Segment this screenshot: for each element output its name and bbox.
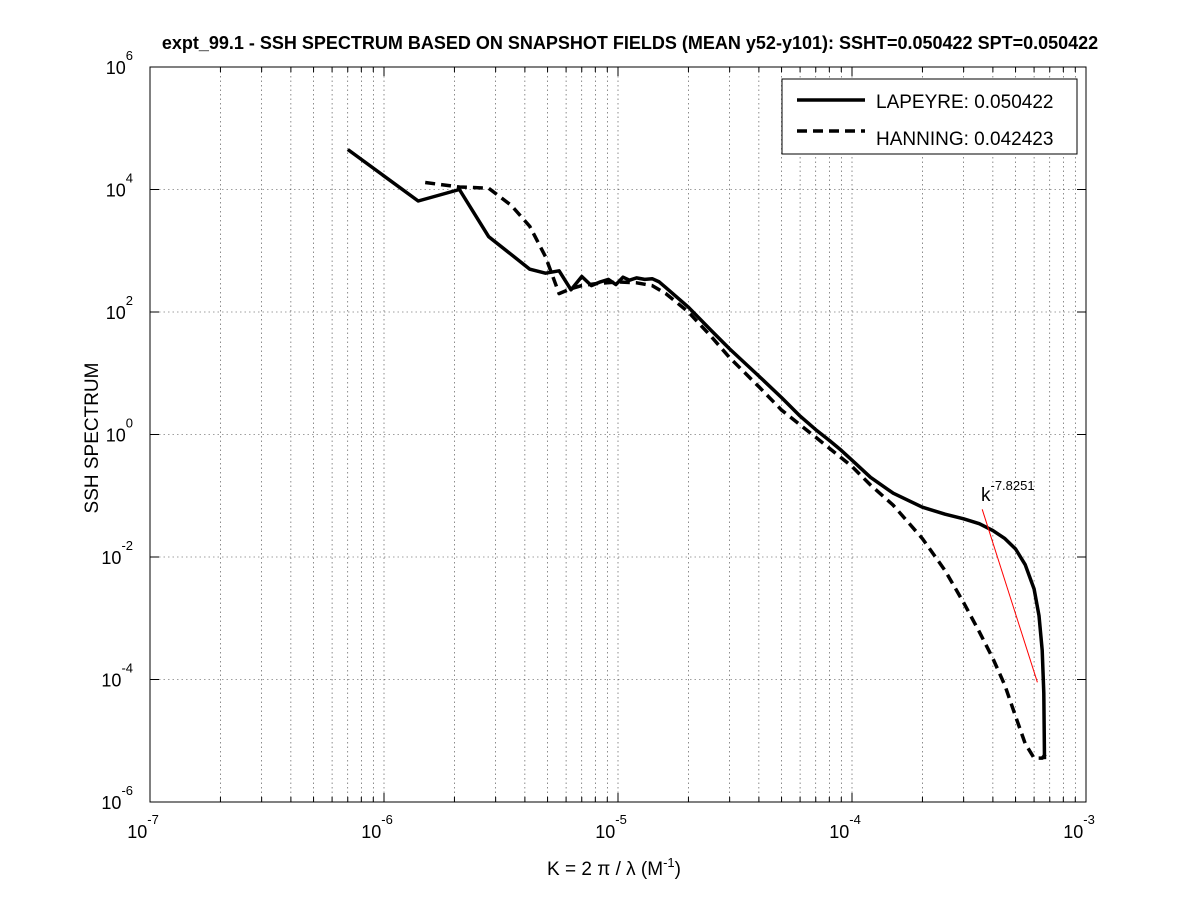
series-line-lapeyre — [346, 148, 1047, 760]
legend-label-lapeyre: LAPEYRE: 0.050422 — [876, 92, 1053, 113]
y-tick-base: 10 — [106, 181, 126, 201]
x-tick-exponent: -7 — [147, 812, 159, 827]
series-layer — [346, 148, 1047, 760]
y-tick-base: 10 — [101, 671, 121, 691]
x-axis-label-tail: ) — [675, 859, 681, 880]
y-tick-exponent: 4 — [126, 171, 133, 186]
legend: LAPEYRE: 0.050422 HANNING: 0.042423 — [781, 78, 1078, 155]
fit-annotation-exponent: -7.8251 — [991, 478, 1035, 493]
legend-box — [781, 78, 1078, 155]
x-tick-labels: 10-710-610-510-410-3 — [127, 812, 1095, 842]
y-tick-label: 100 — [106, 416, 133, 446]
y-tick-base: 10 — [106, 58, 126, 78]
x-tick-label: 10-7 — [127, 812, 159, 842]
y-tick-exponent: -2 — [121, 538, 133, 553]
y-tick-exponent: 0 — [126, 416, 133, 431]
x-tick-label: 10-3 — [1063, 812, 1095, 842]
y-tick-base: 10 — [101, 548, 121, 568]
series-line-hanning — [424, 180, 1047, 760]
y-tick-exponent: 6 — [126, 48, 133, 63]
y-tick-label: 104 — [106, 171, 133, 201]
y-tick-label: 10-4 — [101, 661, 133, 691]
x-tick-base: 10 — [595, 822, 615, 842]
x-tick-exponent: -3 — [1083, 812, 1095, 827]
legend-label-hanning: HANNING: 0.042423 — [876, 129, 1053, 150]
y-tick-exponent: -4 — [121, 661, 133, 676]
x-tick-base: 10 — [829, 822, 849, 842]
x-tick-exponent: -6 — [381, 812, 393, 827]
y-tick-exponent: -6 — [121, 783, 133, 798]
y-tick-label: 106 — [106, 48, 133, 78]
x-axis-label-sup: -1 — [663, 855, 675, 870]
y-tick-label: 10-2 — [101, 538, 133, 568]
x-tick-base: 10 — [361, 822, 381, 842]
y-tick-base: 10 — [101, 793, 121, 813]
chart-title: expt_99.1 - SSH SPECTRUM BASED ON SNAPSH… — [162, 33, 1098, 53]
x-tick-label: 10-4 — [829, 812, 861, 842]
x-tick-base: 10 — [127, 822, 147, 842]
axis-ticks — [149, 66, 1087, 803]
x-tick-exponent: -4 — [849, 812, 861, 827]
grid-lines — [150, 67, 1086, 802]
y-axis-label: SSH SPECTRUM — [82, 363, 103, 514]
fit-line — [981, 509, 1038, 683]
y-tick-label: 10-6 — [101, 783, 133, 813]
fit-annotation: k-7.8251 — [981, 478, 1035, 506]
y-tick-base: 10 — [106, 303, 126, 323]
x-axis-label: K = 2 π / λ (M-1) — [547, 855, 681, 880]
x-tick-label: 10-6 — [361, 812, 393, 842]
y-tick-exponent: 2 — [126, 293, 133, 308]
y-tick-base: 10 — [106, 426, 126, 446]
x-tick-label: 10-5 — [595, 812, 627, 842]
fit-annotation-base: k — [981, 485, 991, 506]
y-tick-label: 102 — [106, 293, 133, 323]
x-tick-exponent: -5 — [615, 812, 627, 827]
x-tick-base: 10 — [1063, 822, 1083, 842]
fit-annotation-text: k-7.8251 — [981, 478, 1035, 506]
